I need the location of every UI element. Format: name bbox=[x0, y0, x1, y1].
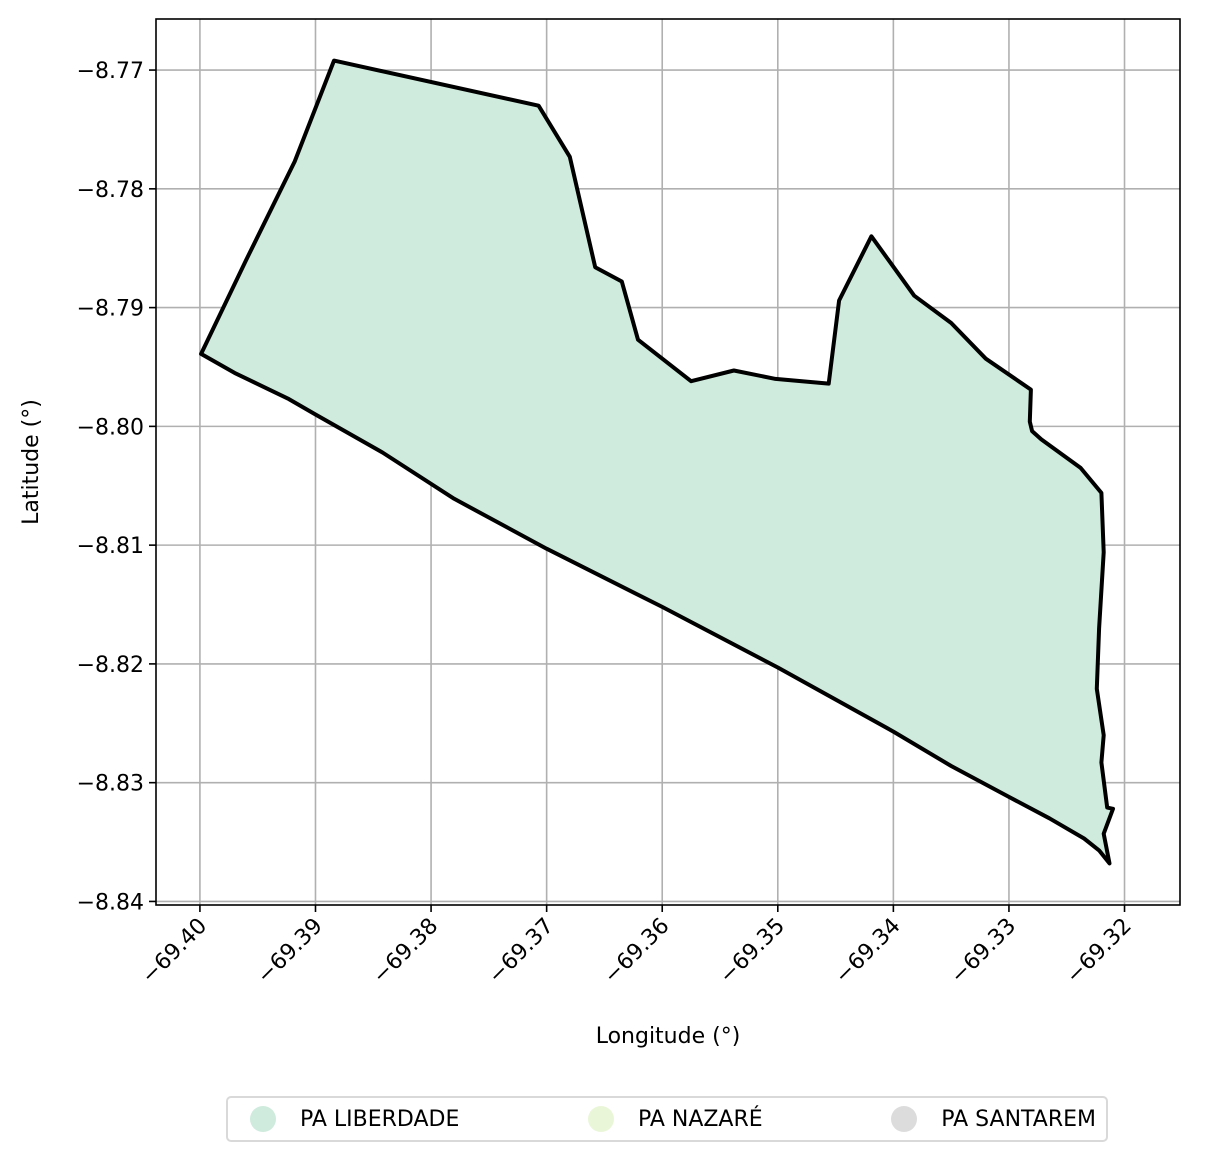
x-tick-label: −69.33 bbox=[946, 914, 1021, 989]
x-tick-label: −69.37 bbox=[484, 914, 559, 989]
x-tick-label: −69.34 bbox=[830, 914, 905, 989]
y-tick-label: −8.83 bbox=[77, 772, 144, 797]
y-tick-label: −8.77 bbox=[77, 59, 144, 84]
legend-label: PA LIBERDADE bbox=[300, 1106, 460, 1132]
legend-label: PA SANTAREM bbox=[941, 1106, 1096, 1132]
legend-item-pa-nazare: PA NAZARÉ bbox=[587, 1106, 763, 1132]
y-tick-label: −8.79 bbox=[77, 297, 144, 322]
x-tick-label: −69.39 bbox=[252, 914, 327, 989]
y-tick-label: −8.78 bbox=[77, 178, 144, 203]
legend-marker-pa-liberdade bbox=[250, 1106, 276, 1132]
legend-item-pa-santarem: PA SANTAREM bbox=[891, 1106, 1096, 1132]
legend-label: PA NAZARÉ bbox=[637, 1106, 763, 1132]
x-axis-label: Longitude (°) bbox=[596, 1024, 741, 1049]
y-tick-label: −8.84 bbox=[77, 890, 144, 915]
x-tick-label: −69.35 bbox=[715, 914, 790, 989]
x-tick-label: −69.36 bbox=[599, 914, 674, 989]
legend-marker-pa-santarem bbox=[891, 1106, 918, 1132]
plot-frame bbox=[155, 18, 1181, 906]
x-tick-label: −69.40 bbox=[137, 914, 212, 989]
legend-item-pa-liberdade: PA LIBERDADE bbox=[250, 1106, 459, 1132]
x-tick-label: −69.38 bbox=[368, 914, 443, 989]
legend-marker-pa-nazare bbox=[587, 1106, 614, 1132]
y-tick-label: −8.82 bbox=[77, 653, 144, 678]
x-tick-label: −69.32 bbox=[1062, 914, 1137, 989]
legend: PA LIBERDADE PA NAZARÉ PA SANTAREM bbox=[226, 1096, 1108, 1142]
y-tick-label: −8.81 bbox=[77, 534, 144, 559]
pa-liberdade-polygon[interactable] bbox=[199, 58, 1115, 866]
y-tick-label: −8.80 bbox=[77, 415, 144, 440]
y-axis-label: Latitude (°) bbox=[19, 399, 44, 525]
